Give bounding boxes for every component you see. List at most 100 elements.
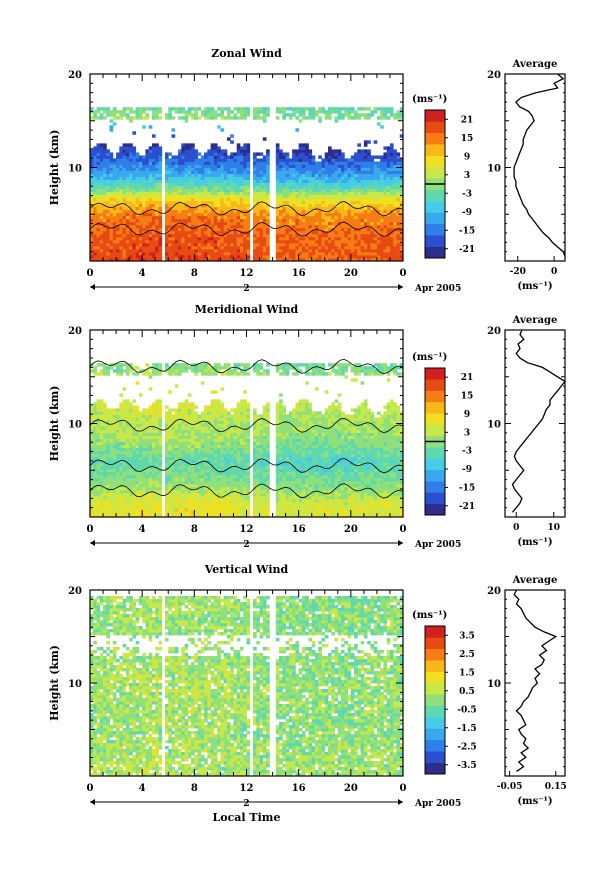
heatmap-cell bbox=[321, 164, 326, 168]
heatmap-cell bbox=[354, 152, 358, 156]
heatmap-cell bbox=[200, 248, 205, 253]
heatmap-cell bbox=[334, 254, 339, 259]
heatmap-cell bbox=[151, 507, 156, 512]
heatmap-cell bbox=[295, 116, 300, 120]
heatmap-cell bbox=[305, 239, 309, 244]
heatmap-cell bbox=[125, 113, 130, 117]
heatmap-cell bbox=[122, 236, 127, 241]
heatmap-cell bbox=[109, 224, 114, 229]
heatmap-cell bbox=[194, 236, 198, 241]
heatmap-cell bbox=[158, 203, 163, 208]
heatmap-cell bbox=[279, 152, 283, 156]
heatmap-cell bbox=[174, 498, 179, 503]
average-profile-line bbox=[513, 73, 566, 257]
heatmap-cell bbox=[116, 429, 120, 433]
heatmap-cell bbox=[93, 242, 97, 247]
heatmap-cell bbox=[334, 107, 339, 111]
heatmap-cell bbox=[151, 510, 156, 515]
heatmap-cell bbox=[103, 146, 107, 150]
heatmap-cell bbox=[350, 236, 355, 241]
heatmap-cell bbox=[96, 417, 101, 421]
heatmap-cell bbox=[363, 185, 368, 190]
heatmap-cell bbox=[386, 230, 391, 235]
heatmap-cell bbox=[262, 218, 267, 223]
heatmap-cell bbox=[318, 164, 322, 168]
heatmap-cell bbox=[301, 239, 306, 244]
heatmap-cell bbox=[90, 408, 94, 412]
heatmap-cell bbox=[96, 242, 101, 247]
heatmap-cell bbox=[383, 110, 388, 114]
heatmap-cell bbox=[135, 239, 140, 244]
heatmap-cell bbox=[341, 242, 345, 247]
heatmap-cell bbox=[275, 197, 280, 202]
heatmap-cell bbox=[103, 411, 107, 415]
heatmap-cell bbox=[328, 179, 332, 183]
heatmap-cell bbox=[142, 257, 146, 262]
heatmap-cell bbox=[174, 468, 179, 473]
heatmap-cell bbox=[197, 170, 202, 174]
heatmap-cell bbox=[285, 113, 290, 117]
heatmap-cell bbox=[112, 447, 117, 452]
heatmap-cell bbox=[266, 149, 270, 153]
heatmap-cell bbox=[305, 185, 309, 190]
heatmap-cell bbox=[285, 224, 290, 229]
heatmap-cell bbox=[259, 164, 264, 168]
heatmap-cell bbox=[125, 405, 130, 409]
heatmap-cell bbox=[178, 236, 182, 241]
heatmap-cell bbox=[93, 149, 97, 153]
heatmap-cell bbox=[204, 167, 208, 171]
heatmap-cell bbox=[93, 483, 97, 488]
heatmap-cell bbox=[158, 233, 163, 238]
heatmap-cell bbox=[135, 432, 140, 436]
heatmap-cell bbox=[282, 200, 287, 205]
heatmap-cell bbox=[125, 152, 130, 156]
heatmap-cell bbox=[174, 251, 179, 256]
heatmap-cell bbox=[344, 245, 348, 250]
heatmap-cell bbox=[373, 230, 378, 235]
heatmap-cell bbox=[168, 477, 172, 482]
heatmap-cell bbox=[125, 495, 130, 500]
heatmap-cell bbox=[178, 462, 182, 467]
heatmap-cell bbox=[151, 254, 156, 259]
heatmap-cell bbox=[301, 185, 306, 190]
heatmap-cell bbox=[125, 513, 130, 518]
heatmap-cell bbox=[347, 227, 352, 232]
heatmap-cell bbox=[129, 429, 133, 433]
heatmap-cell bbox=[256, 164, 260, 168]
heatmap-cell bbox=[96, 173, 101, 177]
heatmap-cell bbox=[292, 254, 296, 259]
heatmap-cell bbox=[106, 432, 110, 436]
heatmap-cell bbox=[236, 149, 241, 153]
heatmap-cell bbox=[220, 251, 225, 256]
heatmap-cell bbox=[285, 182, 290, 186]
heatmap-cell bbox=[266, 212, 270, 217]
heatmap-cell bbox=[171, 179, 176, 183]
heatmap-cell bbox=[363, 158, 368, 162]
heatmap-cell bbox=[99, 158, 104, 162]
heatmap-cell bbox=[181, 212, 185, 217]
heatmap-cell bbox=[106, 230, 110, 235]
heatmap-cell bbox=[399, 254, 404, 259]
heatmap-cell bbox=[187, 224, 192, 229]
heatmap-cell bbox=[331, 152, 335, 156]
heatmap-cell bbox=[135, 194, 140, 199]
heatmap-cell bbox=[99, 203, 104, 208]
heatmap-cell bbox=[399, 185, 404, 190]
heatmap-cell bbox=[350, 230, 355, 235]
heatmap-cell bbox=[178, 191, 182, 196]
heatmap-cell bbox=[197, 227, 202, 232]
heatmap-cell bbox=[253, 152, 257, 156]
heatmap-cell bbox=[256, 188, 260, 193]
heatmap-cell bbox=[90, 471, 94, 476]
heatmap-cell bbox=[151, 444, 156, 449]
heatmap-cell bbox=[266, 167, 270, 171]
heatmap-cell bbox=[164, 456, 169, 461]
heatmap-cell bbox=[341, 164, 345, 168]
heatmap-cell bbox=[347, 212, 352, 217]
heatmap-cell bbox=[116, 510, 120, 515]
heatmap-cell bbox=[191, 173, 195, 177]
heatmap-cell bbox=[99, 480, 104, 485]
heatmap-cell bbox=[129, 251, 133, 256]
heatmap-cell bbox=[96, 233, 101, 238]
heatmap-cell bbox=[96, 363, 101, 367]
